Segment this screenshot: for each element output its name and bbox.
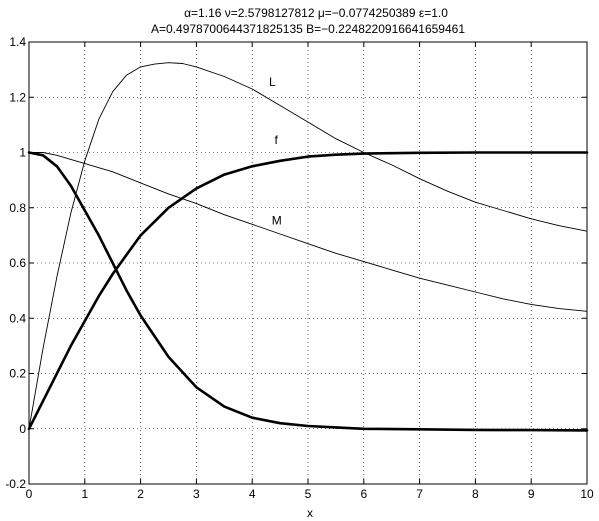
curve-labels: Lf M — [269, 75, 282, 227]
y-tick-label: 0 — [19, 422, 26, 436]
y-tick-label: -0.2 — [5, 477, 26, 491]
x-tick-label: 6 — [360, 487, 367, 501]
x-tick-label: 8 — [472, 487, 479, 501]
series-line-l — [28, 62, 588, 430]
axis-ticks: 0 1 2 3 4 5 6 7 8 9 10-0.200.20.40.60.811.21.4 — [5, 35, 594, 501]
title-line-2: A=0.497870064437182513​5 B=−0.2248220916… — [151, 22, 465, 36]
series-label-m: M — [272, 213, 282, 227]
x-tick-label: 3 — [193, 487, 200, 501]
y-tick-label: 0.6 — [9, 256, 26, 270]
y-tick-label: 0.4 — [9, 311, 26, 325]
series-line-m — [28, 152, 588, 312]
y-tick-label: 1.2 — [9, 90, 26, 104]
x-tick-label: 7 — [416, 487, 423, 501]
x-tick-label: 4 — [249, 487, 256, 501]
x-tick-label: 9 — [528, 487, 535, 501]
series-label-l: L — [269, 75, 276, 89]
x-axis-label: x — [307, 506, 313, 520]
series-lines — [27, 62, 589, 432]
x-tick-label: 1 — [81, 487, 88, 501]
series-label-f: f — [275, 133, 279, 147]
y-tick-label: 1.4 — [9, 35, 26, 49]
y-tick-label: 0.8 — [9, 201, 26, 215]
y-tick-label: 0.2 — [9, 367, 26, 381]
chart-title: α=1.16 ν=2.5798127812 μ=−0.0774250389 ε=… — [151, 6, 465, 36]
x-tick-label: 0 — [26, 487, 33, 501]
series-line-series-3 — [27, 151, 589, 432]
x-tick-label: 5 — [305, 487, 312, 501]
x-tick-label: 10 — [580, 487, 594, 501]
series-line-f — [27, 151, 589, 431]
y-tick-label: 1 — [19, 146, 26, 160]
x-tick-label: 2 — [137, 487, 144, 501]
title-line-1: α=1.16 ν=2.5798127812 μ=−0.0774250389 ε=… — [184, 6, 448, 20]
